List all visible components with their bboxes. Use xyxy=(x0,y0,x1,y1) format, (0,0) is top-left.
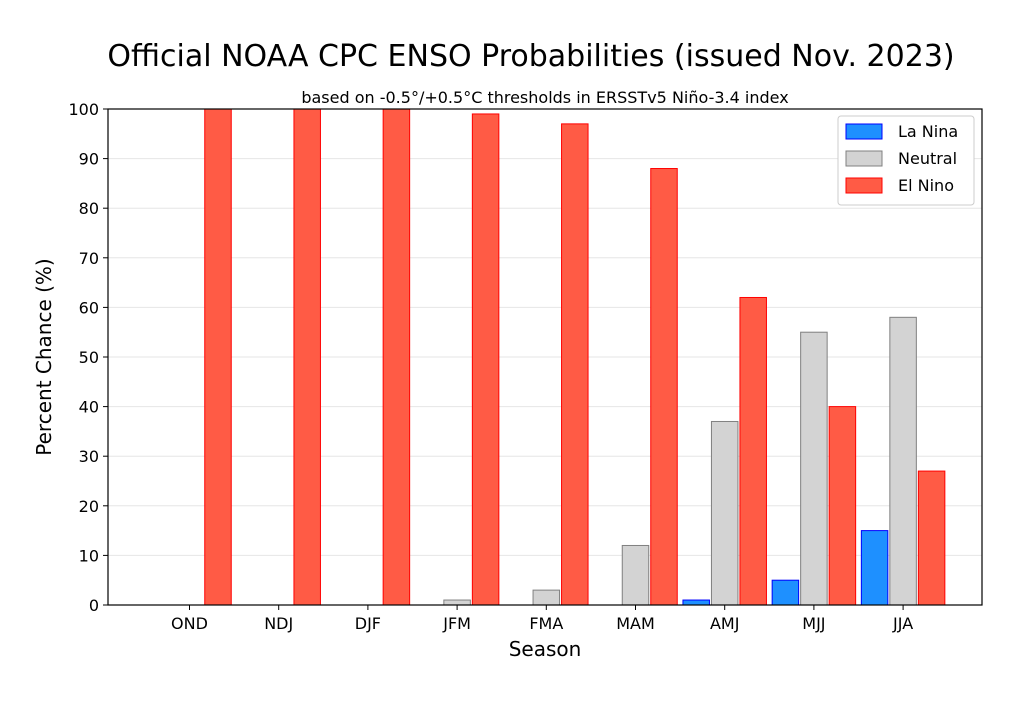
y-tick-label: 30 xyxy=(79,447,99,466)
bars xyxy=(204,108,946,606)
bar-el-nino-djf xyxy=(382,108,411,606)
y-tick-label: 40 xyxy=(79,398,99,417)
bar-neutral-fma xyxy=(532,589,561,606)
y-axis-label: Percent Chance (%) xyxy=(32,258,56,455)
y-tick-label: 90 xyxy=(79,150,99,169)
legend-swatch-el-nino xyxy=(845,177,883,194)
bar-neutral-jja xyxy=(889,316,917,606)
bar-el-nino-mam xyxy=(650,168,678,606)
bar-neutral-jfm xyxy=(443,599,471,606)
bar-el-nino-fma xyxy=(561,123,589,606)
x-tick-label: JJA xyxy=(892,614,913,633)
x-tick-label: OND xyxy=(171,614,208,633)
legend-label-la-nina: La Nina xyxy=(898,122,958,141)
y-tick-label: 20 xyxy=(79,497,99,516)
bar-la-nina-mjj xyxy=(771,579,800,606)
bar-neutral-mjj xyxy=(800,331,828,606)
y-tick-label: 50 xyxy=(79,348,99,367)
bar-el-nino-mjj xyxy=(828,406,857,606)
bar-el-nino-ond xyxy=(204,108,232,606)
bar-el-nino-ndj xyxy=(293,108,321,606)
x-tick-label: JFM xyxy=(442,614,471,633)
y-tick-label: 10 xyxy=(79,546,99,565)
y-tick-label: 0 xyxy=(89,596,99,615)
x-tick-label: AMJ xyxy=(710,614,739,633)
chart-title: Official NOAA CPC ENSO Probabilities (is… xyxy=(107,39,954,74)
x-axis: OND NDJ DJF JFM FMA MAM AMJ MJJ JJA xyxy=(171,605,913,633)
y-tick-label: 60 xyxy=(79,298,99,317)
x-tick-label: NDJ xyxy=(264,614,293,633)
y-tick-label: 100 xyxy=(68,100,99,119)
chart-subtitle: based on -0.5°/+0.5°C thresholds in ERSS… xyxy=(301,88,788,107)
legend-swatch-neutral xyxy=(845,150,883,167)
legend-label-neutral: Neutral xyxy=(898,149,957,168)
bar-neutral-mam xyxy=(621,544,650,606)
bar-neutral-amj xyxy=(710,420,739,606)
y-tick-label: 80 xyxy=(79,199,99,218)
x-tick-label: MAM xyxy=(616,614,655,633)
bar-el-nino-amj xyxy=(739,296,767,606)
bar-la-nina-amj xyxy=(682,599,710,606)
legend-label-el-nino: El Nino xyxy=(898,176,954,195)
bar-el-nino-jfm xyxy=(471,113,500,606)
x-axis-label: Season xyxy=(509,637,582,661)
x-tick-label: MJJ xyxy=(802,614,825,633)
legend: La Nina Neutral El Nino xyxy=(837,115,975,206)
y-tick-label: 70 xyxy=(79,249,99,268)
bar-el-nino-jja xyxy=(917,470,946,606)
x-tick-label: FMA xyxy=(529,614,563,633)
y-axis: 0 10 20 30 40 50 60 70 80 90 100 xyxy=(68,100,108,615)
x-tick-label: DJF xyxy=(355,614,381,633)
legend-swatch-la-nina xyxy=(845,123,883,140)
bar-la-nina-jja xyxy=(860,530,889,606)
